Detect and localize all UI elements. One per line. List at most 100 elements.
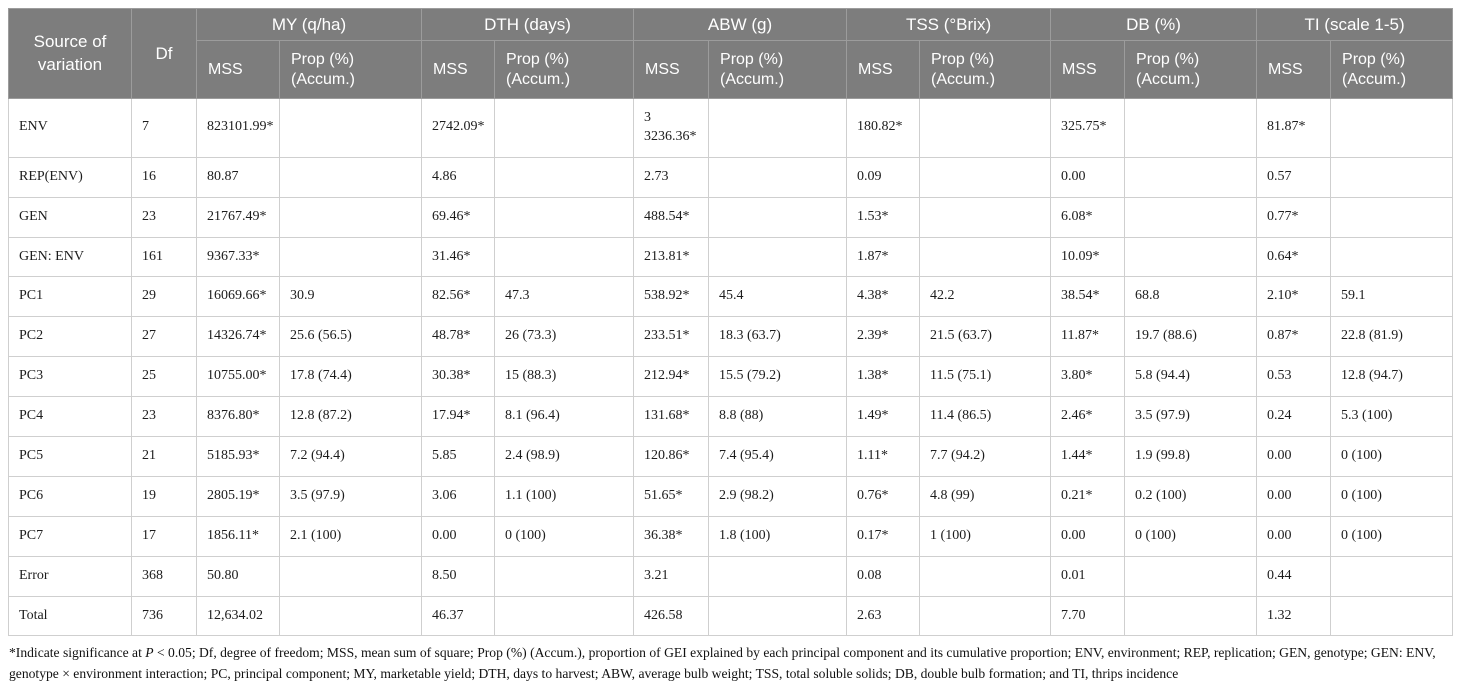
table-row: ENV 7 823101.99* 2742.09* 3 3236.36* 180.82* 3… <box>8 98 1454 158</box>
mss-cell: 120.86* <box>633 436 710 477</box>
df-cell: 29 <box>131 276 197 318</box>
table-row: Total 736 12,634.02 46.37 426.58 2.63 7.70 1.32 <box>8 595 1454 637</box>
mss-cell: 4.38* <box>846 276 921 318</box>
anova-table: Source of variation Df MY (q/ha) DTH (da… <box>8 8 1454 637</box>
subheader-mss-my: MSS <box>196 40 280 99</box>
mss-cell: 0.00 <box>1050 515 1126 557</box>
prop-cell: 7.4 (95.4) <box>708 436 848 477</box>
table-row: PC6 19 2805.19* 3.5 (97.9) 3.06 1.1 (100) 51.6… <box>8 475 1454 517</box>
prop-cell: 2.4 (98.9) <box>494 436 635 477</box>
mss-cell: 1.32 <box>1256 595 1332 637</box>
df-cell: 16 <box>131 156 197 198</box>
mss-cell: 2.46* <box>1050 396 1126 438</box>
prop-cell: 0 (100) <box>1124 515 1258 557</box>
table-row: Error 368 50.80 8.50 3.21 0.08 0.01 0.44 <box>8 555 1454 597</box>
mss-cell: 2.63 <box>846 595 921 637</box>
header-group-ti: TI (scale 1-5) <box>1256 8 1454 41</box>
prop-cell: 0 (100) <box>1330 515 1454 557</box>
row-label-cell: Total <box>8 595 132 637</box>
prop-cell <box>919 236 1052 278</box>
table-header: Source of variation Df MY (q/ha) DTH (da… <box>8 8 1454 99</box>
prop-cell <box>1330 98 1454 158</box>
prop-cell <box>708 595 848 637</box>
prop-cell: 1.8 (100) <box>708 515 848 557</box>
prop-cell: 42.2 <box>919 276 1052 318</box>
row-label-cell: REP(ENV) <box>8 156 132 198</box>
prop-cell: 22.8 (81.9) <box>1330 316 1454 358</box>
header-group-abw: ABW (g) <box>633 8 848 41</box>
prop-cell <box>494 595 635 637</box>
prop-cell: 19.7 (88.6) <box>1124 316 1258 358</box>
prop-cell <box>919 156 1052 198</box>
df-cell: 736 <box>131 595 197 637</box>
mss-cell: 180.82* <box>846 98 921 158</box>
header-group-tss: TSS (°Brix) <box>846 8 1052 41</box>
table-row: GEN 23 21767.49* 69.46* 488.54* 1.53* 6.08* 0.7… <box>8 196 1454 238</box>
mss-cell: 233.51* <box>633 316 710 358</box>
mss-cell: 1.38* <box>846 356 921 398</box>
header-df: Df <box>131 8 197 99</box>
mss-cell: 5185.93* <box>196 436 280 477</box>
mss-cell: 1.49* <box>846 396 921 438</box>
mss-cell: 0.00 <box>421 515 496 557</box>
mss-cell: 2.73 <box>633 156 710 198</box>
header-group-db: DB (%) <box>1050 8 1258 41</box>
mss-cell: 46.37 <box>421 595 496 637</box>
footnote-star-prefix: *Indicate significance at <box>9 645 146 661</box>
prop-cell: 1.1 (100) <box>494 475 635 517</box>
table-body: ENV 7 823101.99* 2742.09* 3 3236.36* 180.82* 3… <box>8 98 1454 637</box>
df-cell: 21 <box>131 436 197 477</box>
subheader-prop-ti: Prop (%) (Accum.) <box>1330 40 1454 99</box>
prop-cell <box>494 555 635 597</box>
row-label-cell: PC2 <box>8 316 132 358</box>
prop-cell: 15.5 (79.2) <box>708 356 848 398</box>
mss-cell: 0.21* <box>1050 475 1126 517</box>
df-cell: 7 <box>131 98 197 158</box>
subheader-prop-abw: Prop (%) (Accum.) <box>708 40 848 99</box>
mss-cell: 131.68* <box>633 396 710 438</box>
prop-cell <box>1330 236 1454 278</box>
table-row: GEN: ENV 161 9367.33* 31.46* 213.81* 1.87* 10.… <box>8 236 1454 278</box>
prop-cell <box>1124 98 1258 158</box>
prop-cell: 45.4 <box>708 276 848 318</box>
mss-cell: 21767.49* <box>196 196 280 238</box>
mss-cell: 17.94* <box>421 396 496 438</box>
mss-cell: 426.58 <box>633 595 710 637</box>
prop-cell <box>708 236 848 278</box>
prop-cell <box>494 236 635 278</box>
mss-cell: 0.44 <box>1256 555 1332 597</box>
footnote-p-symbol: P <box>145 645 154 661</box>
mss-cell: 14326.74* <box>196 316 280 358</box>
prop-cell: 4.8 (99) <box>919 475 1052 517</box>
table-row: PC4 23 8376.80* 12.8 (87.2) 17.94* 8.1 (96.4)… <box>8 396 1454 438</box>
prop-cell <box>1330 196 1454 238</box>
sub-header-row: MSS Prop (%) (Accum.) MSS Prop (%) (Accu… <box>9 40 1454 99</box>
mss-cell: 0.77* <box>1256 196 1332 238</box>
row-label-cell: PC5 <box>8 436 132 477</box>
prop-cell: 7.2 (94.4) <box>278 436 423 477</box>
prop-cell: 11.5 (75.1) <box>919 356 1052 398</box>
mss-cell: 325.75* <box>1050 98 1126 158</box>
prop-cell <box>919 595 1052 637</box>
prop-cell: 5.8 (94.4) <box>1124 356 1258 398</box>
footnote: *Indicate significance at P < 0.05; Df, … <box>8 636 1460 684</box>
mss-cell: 1856.11* <box>196 515 280 557</box>
prop-cell <box>1124 156 1258 198</box>
mss-cell: 10.09* <box>1050 236 1126 278</box>
mss-cell: 11.87* <box>1050 316 1126 358</box>
group-header-row: Source of variation Df MY (q/ha) DTH (da… <box>8 8 1454 99</box>
table-row: PC5 21 5185.93* 7.2 (94.4) 5.85 2.4 (98.9) 120… <box>8 436 1454 477</box>
table-row: PC3 25 10755.00* 17.8 (74.4) 30.38* 15 (88.3)… <box>8 356 1454 398</box>
prop-cell <box>919 98 1052 158</box>
prop-cell <box>278 236 423 278</box>
mss-cell: 0.64* <box>1256 236 1332 278</box>
prop-cell <box>494 98 635 158</box>
df-cell: 368 <box>131 555 197 597</box>
prop-cell <box>708 156 848 198</box>
mss-cell: 81.87* <box>1256 98 1332 158</box>
mss-cell: 212.94* <box>633 356 710 398</box>
df-cell: 17 <box>131 515 197 557</box>
subheader-prop-db: Prop (%) (Accum.) <box>1124 40 1258 99</box>
mss-cell: 30.38* <box>421 356 496 398</box>
prop-cell: 15 (88.3) <box>494 356 635 398</box>
